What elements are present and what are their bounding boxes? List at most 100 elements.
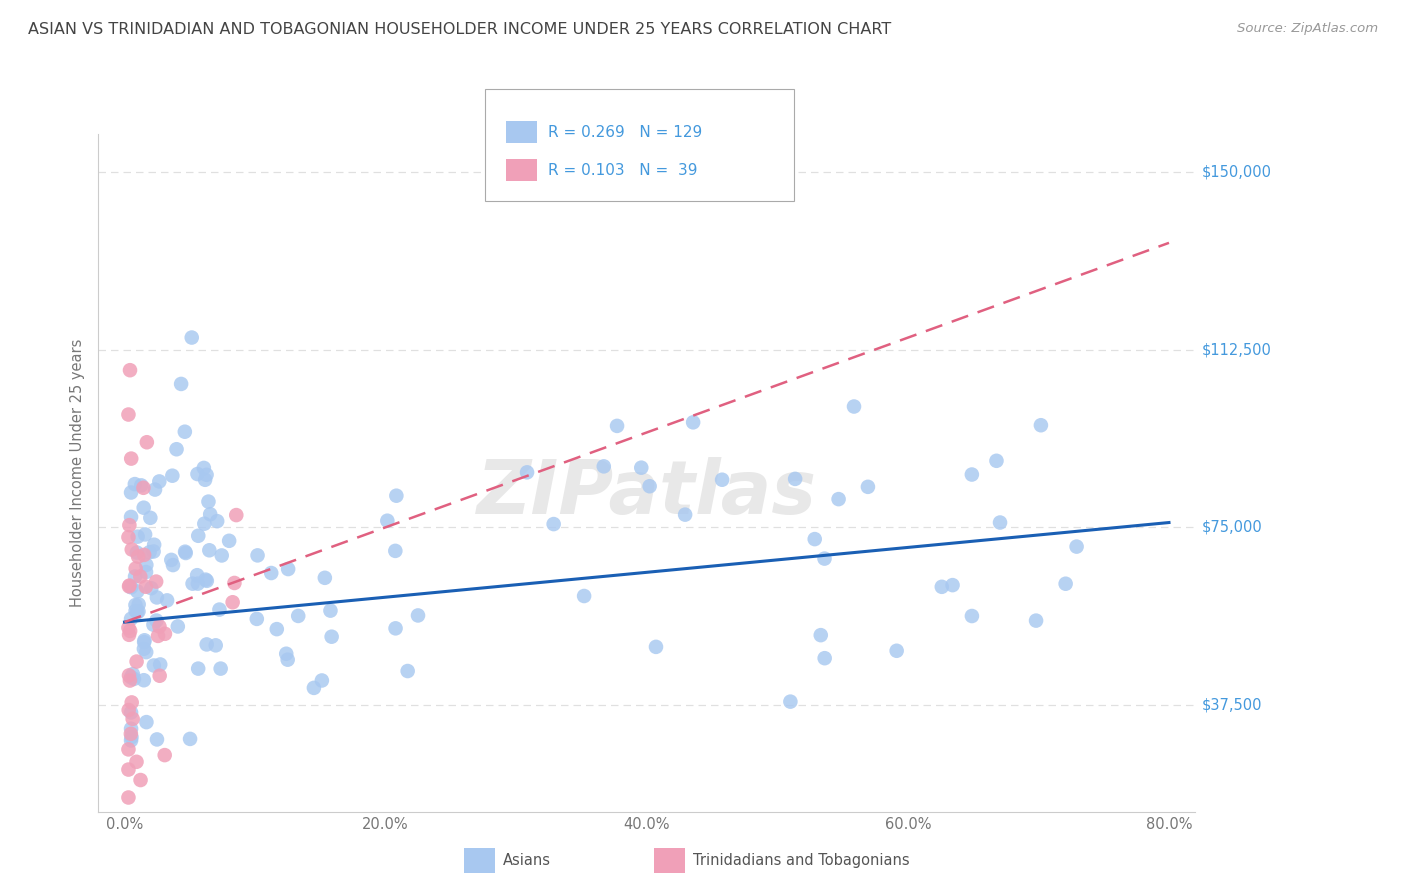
Point xyxy=(145,614,167,628)
Point xyxy=(174,546,197,560)
Point xyxy=(160,553,183,567)
Point xyxy=(118,673,141,688)
Point xyxy=(118,668,141,682)
Point xyxy=(127,549,149,564)
Point xyxy=(208,602,231,616)
Point xyxy=(129,772,152,787)
Point xyxy=(960,467,983,482)
Text: Source: ZipAtlas.com: Source: ZipAtlas.com xyxy=(1237,22,1378,36)
Point xyxy=(127,584,149,599)
Point xyxy=(218,533,240,548)
Point xyxy=(117,408,139,422)
Point xyxy=(170,376,193,391)
Point xyxy=(842,400,865,414)
Text: R = 0.103   N =  39: R = 0.103 N = 39 xyxy=(548,163,697,178)
Point xyxy=(931,580,953,594)
Point xyxy=(162,468,184,483)
Point xyxy=(195,574,218,588)
Point xyxy=(120,510,142,524)
Point xyxy=(779,695,801,709)
Point xyxy=(179,731,201,746)
Point xyxy=(124,604,146,618)
Point xyxy=(319,604,342,618)
Point xyxy=(827,492,849,507)
Point xyxy=(385,489,408,503)
Point xyxy=(173,425,195,439)
Point xyxy=(118,703,141,717)
Point xyxy=(180,330,202,344)
Point xyxy=(181,576,204,591)
Point xyxy=(120,722,142,736)
Point xyxy=(132,500,155,515)
Point xyxy=(118,628,141,642)
Point xyxy=(195,637,218,651)
Point xyxy=(1025,614,1047,628)
Point xyxy=(149,657,172,672)
Point xyxy=(120,624,142,638)
Point xyxy=(142,617,165,632)
Point xyxy=(314,571,336,585)
Point xyxy=(814,651,837,665)
Point xyxy=(127,605,149,619)
Point xyxy=(118,518,141,533)
Point xyxy=(204,638,226,652)
Point xyxy=(221,595,243,609)
Point xyxy=(166,442,188,457)
Point xyxy=(135,435,157,450)
Point xyxy=(135,715,157,730)
Point xyxy=(132,641,155,656)
Point xyxy=(198,543,221,558)
Point xyxy=(1066,540,1088,554)
Point xyxy=(146,629,169,643)
Point xyxy=(120,727,142,741)
Point xyxy=(148,475,170,489)
Point xyxy=(145,574,167,589)
Point xyxy=(117,621,139,635)
Point xyxy=(118,363,141,377)
Point xyxy=(592,459,614,474)
Point xyxy=(246,549,269,563)
Point xyxy=(224,576,246,591)
Point xyxy=(287,608,309,623)
Point xyxy=(127,605,149,619)
Point xyxy=(127,530,149,544)
Text: $37,500: $37,500 xyxy=(1202,698,1263,713)
Point xyxy=(134,633,156,648)
Text: ASIAN VS TRINIDADIAN AND TOBAGONIAN HOUSEHOLDER INCOME UNDER 25 YEARS CORRELATIO: ASIAN VS TRINIDADIAN AND TOBAGONIAN HOUS… xyxy=(28,22,891,37)
Point xyxy=(146,591,169,605)
Point xyxy=(142,544,165,558)
Point xyxy=(132,481,155,495)
Point xyxy=(122,672,145,686)
Point xyxy=(225,508,247,522)
Point xyxy=(856,480,879,494)
Point xyxy=(156,593,179,607)
Point xyxy=(711,473,734,487)
Point xyxy=(129,478,152,492)
Text: R = 0.269   N = 129: R = 0.269 N = 129 xyxy=(548,125,703,140)
Point xyxy=(941,578,963,592)
Point xyxy=(260,566,283,580)
Point xyxy=(384,621,406,635)
Point xyxy=(988,516,1011,530)
Point xyxy=(124,477,146,491)
Text: Asians: Asians xyxy=(503,854,551,868)
Text: $75,000: $75,000 xyxy=(1202,520,1263,535)
Point xyxy=(813,551,835,566)
Point xyxy=(153,627,176,641)
Point xyxy=(209,662,232,676)
Point xyxy=(803,532,825,546)
Point xyxy=(682,415,704,429)
Point xyxy=(121,712,143,726)
Point xyxy=(122,667,145,681)
Point xyxy=(120,670,142,684)
Point xyxy=(117,742,139,756)
Point xyxy=(396,664,419,678)
Point xyxy=(406,608,429,623)
Point xyxy=(121,730,143,744)
Point xyxy=(134,548,156,562)
Point xyxy=(211,549,233,563)
Point xyxy=(1054,576,1077,591)
Point xyxy=(124,561,146,575)
Point xyxy=(193,461,215,475)
Point xyxy=(117,763,139,777)
